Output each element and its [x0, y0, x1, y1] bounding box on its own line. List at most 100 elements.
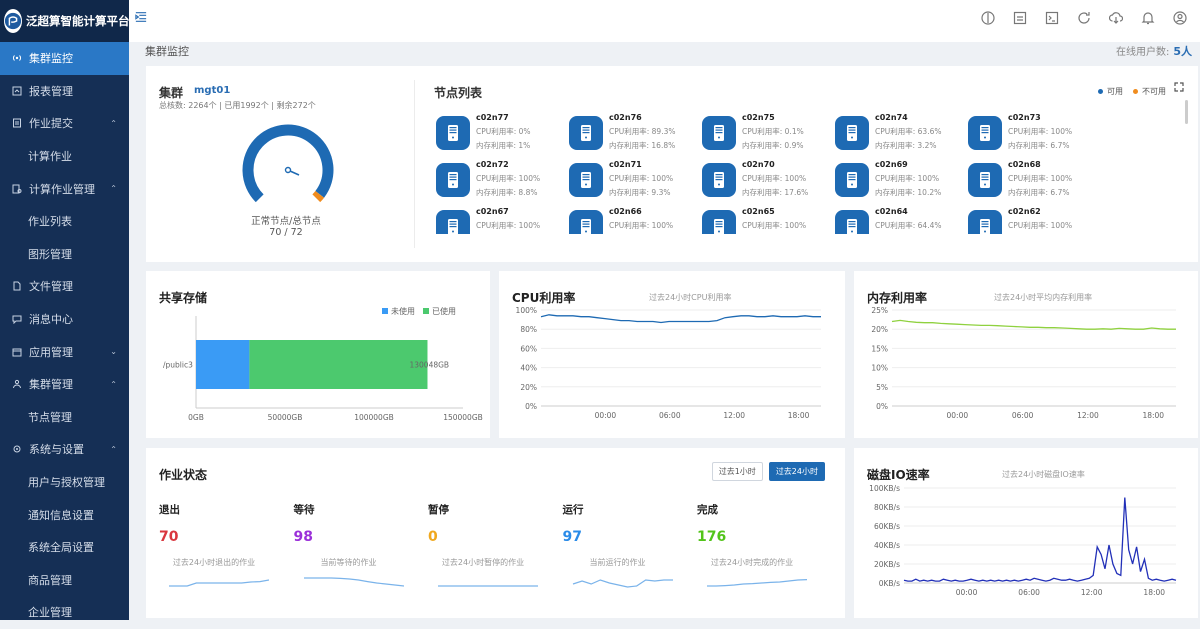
node-mem: 内存利用率: 8.8%	[476, 188, 538, 197]
sidebar-item-12[interactable]: 系统与设置 ⌃	[0, 433, 129, 466]
chevron-up-icon: ⌃	[110, 379, 117, 389]
sparkline-path	[707, 579, 808, 587]
sidebar-item-3[interactable]: 计算作业	[0, 140, 129, 173]
sidebar-item-label: 集群管理	[29, 378, 73, 392]
server-icon	[835, 210, 869, 234]
sidebar-item-8[interactable]: 消息中心	[0, 303, 129, 336]
node-item[interactable]: c02n67 CPU利用率: 100%	[436, 206, 566, 234]
sidebar-item-4[interactable]: 计算作业管理 ⌃	[0, 172, 129, 205]
job-value: 70	[159, 529, 179, 545]
sidebar-item-label: 商品管理	[28, 573, 72, 587]
terminal-icon[interactable]	[1044, 10, 1060, 26]
collapse-menu-icon[interactable]	[135, 11, 149, 25]
job-status-item[interactable]: 运行 97 当前运行的作业	[563, 502, 697, 597]
server-icon	[702, 116, 736, 150]
compass-icon[interactable]	[980, 10, 996, 26]
x-tick-label: 00:00	[956, 588, 978, 597]
legend-unavailable[interactable]: 不可用	[1133, 86, 1166, 97]
node-item[interactable]: c02n75 CPU利用率: 0.1% 内存利用率: 0.9%	[702, 112, 832, 156]
server-icon	[436, 163, 470, 197]
node-item[interactable]: c02n65 CPU利用率: 100%	[702, 206, 832, 234]
node-cpu: CPU利用率: 100%	[476, 221, 541, 230]
node-item[interactable]: c02n71 CPU利用率: 100% 内存利用率: 9.3%	[569, 159, 699, 203]
server-icon	[569, 210, 603, 234]
node-mem: 内存利用率: 17.6%	[742, 188, 809, 197]
node-item[interactable]: c02n70 CPU利用率: 100% 内存利用率: 17.6%	[702, 159, 832, 203]
job-label: 暂停	[428, 504, 449, 516]
job-status-item[interactable]: 退出 70 过去24小时退出的作业	[159, 502, 293, 597]
node-item[interactable]: c02n68 CPU利用率: 100% 内存利用率: 6.7%	[968, 159, 1098, 203]
bell-icon[interactable]	[1140, 10, 1156, 26]
sidebar-item-10[interactable]: 集群管理 ⌃	[0, 368, 129, 401]
node-item[interactable]: c02n62 CPU利用率: 100%	[968, 206, 1098, 234]
node-list-scrollbar[interactable]	[1185, 100, 1188, 124]
job-status-item[interactable]: 暂停 0 过去24小时暂停的作业	[428, 502, 562, 597]
chevron-up-icon: ⌃	[110, 184, 117, 194]
x-tick-label: 06:00	[1018, 588, 1040, 597]
node-item[interactable]: c02n73 CPU利用率: 100% 内存利用率: 6.7%	[968, 112, 1098, 156]
job-value: 176	[697, 529, 727, 545]
server-icon	[436, 210, 470, 234]
cpu-title: CPU利用率	[512, 291, 576, 305]
signal-icon	[12, 53, 22, 63]
node-name: c02n75	[742, 113, 775, 122]
legend-used[interactable]: 已使用	[423, 306, 456, 317]
sidebar-item-16[interactable]: 商品管理	[0, 564, 129, 597]
online-label: 在线用户数:	[1115, 47, 1170, 58]
y-tick-label: 10%	[871, 364, 888, 373]
sidebar-item-13[interactable]: 用户与授权管理	[0, 466, 129, 499]
range-1h-button[interactable]: 过去1小时	[711, 462, 763, 481]
x-tick-label: 100000GB	[354, 413, 394, 422]
sidebar-item-0[interactable]: 集群监控	[0, 42, 129, 75]
cloud-download-icon[interactable]	[1108, 10, 1124, 26]
brand[interactable]: 泛超算智能计算平台	[0, 0, 130, 42]
x-tick-label: 18:00	[1142, 411, 1164, 420]
node-item[interactable]: c02n74 CPU利用率: 63.6% 内存利用率: 3.2%	[835, 112, 965, 156]
sidebar-item-2[interactable]: 作业提交 ⌃	[0, 107, 129, 140]
sidebar-item-7[interactable]: 文件管理	[0, 270, 129, 303]
x-tick-label: 18:00	[1143, 588, 1165, 597]
node-item[interactable]: c02n66 CPU利用率: 100%	[569, 206, 699, 234]
sidebar-item-14[interactable]: 通知信息设置	[0, 498, 129, 531]
node-item[interactable]: c02n64 CPU利用率: 64.4%	[835, 206, 965, 234]
sidebar-item-1[interactable]: 报表管理	[0, 75, 129, 108]
y-tick-label: 80KB/s	[874, 503, 900, 512]
node-cpu: CPU利用率: 100%	[1008, 127, 1073, 136]
node-item[interactable]: c02n72 CPU利用率: 100% 内存利用率: 8.8%	[436, 159, 566, 203]
x-tick-label: 0GB	[188, 413, 204, 422]
sidebar-item-label: 计算作业管理	[29, 182, 95, 196]
job-label: 运行	[562, 504, 584, 516]
node-item[interactable]: c02n77 CPU利用率: 0% 内存利用率: 1%	[436, 112, 566, 156]
cluster-name[interactable]: mgt01	[194, 85, 231, 96]
job-status-item[interactable]: 等待 98 当前等待的作业	[294, 502, 428, 597]
node-name: c02n68	[1008, 160, 1041, 169]
memory-title: 内存利用率	[867, 291, 928, 305]
y-tick-label: 80%	[520, 325, 537, 334]
monitor-icon[interactable]	[1012, 10, 1028, 26]
sidebar-item-17[interactable]: 企业管理	[0, 596, 129, 629]
sidebar-item-6[interactable]: 图形管理	[0, 238, 129, 271]
node-item[interactable]: c02n69 CPU利用率: 100% 内存利用率: 10.2%	[835, 159, 965, 203]
node-list-title: 节点列表	[434, 86, 483, 100]
sidebar-item-9[interactable]: 应用管理 ⌄	[0, 335, 129, 368]
jobs-title: 作业状态	[159, 468, 208, 482]
storage-legend: 未使用 已使用	[382, 306, 456, 317]
legend-unused[interactable]: 未使用	[382, 306, 415, 317]
node-cpu: CPU利用率: 100%	[742, 174, 807, 183]
chevron-down-icon: ⌄	[110, 347, 117, 357]
sidebar-item-11[interactable]: 节点管理	[0, 401, 129, 434]
expand-icon[interactable]	[1174, 82, 1184, 92]
gauge-label: 正常节点/总节点	[251, 216, 321, 227]
node-name: c02n64	[875, 207, 908, 216]
sidebar-item-5[interactable]: 作业列表	[0, 205, 129, 238]
node-legend: 可用 不可用	[1098, 86, 1166, 97]
range-24h-button[interactable]: 过去24小时	[768, 462, 825, 481]
user-avatar-icon[interactable]	[1172, 10, 1188, 26]
legend-available[interactable]: 可用	[1098, 86, 1123, 97]
job-status-item[interactable]: 完成 176 过去24小时完成的作业	[697, 502, 831, 597]
sidebar-item-15[interactable]: 系统全局设置	[0, 531, 129, 564]
node-cpu: CPU利用率: 0%	[476, 127, 531, 136]
refresh-icon[interactable]	[1076, 10, 1092, 26]
node-item[interactable]: c02n76 CPU利用率: 89.3% 内存利用率: 16.8%	[569, 112, 699, 156]
sidebar-item-label: 系统与设置	[29, 443, 84, 457]
